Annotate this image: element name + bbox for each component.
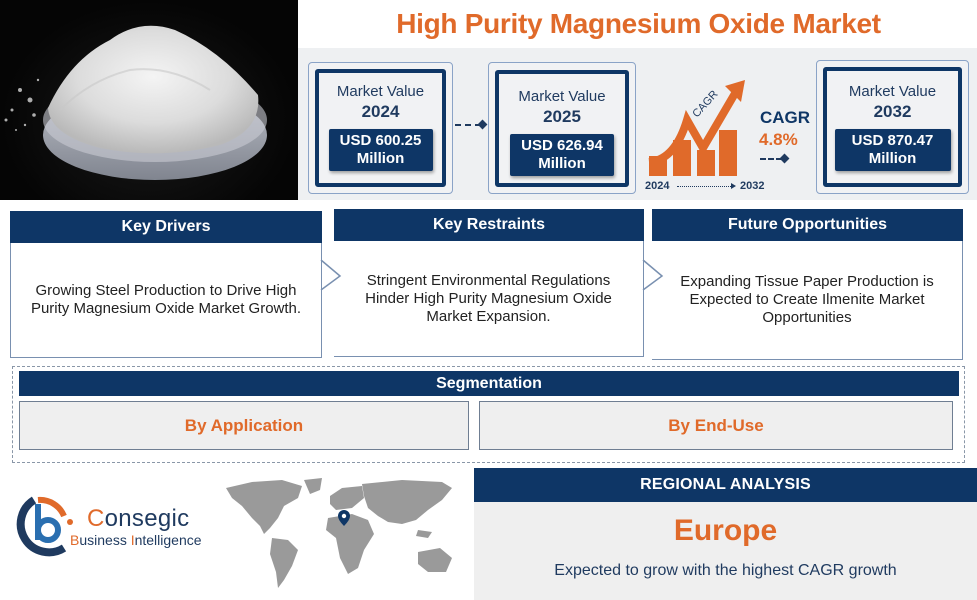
market-value-amount: USD 600.25 Million xyxy=(328,129,433,171)
connector-dashed-line xyxy=(455,124,481,126)
cagr-start-year: 2024 xyxy=(645,180,670,192)
market-value-label: Market Value xyxy=(518,88,606,105)
consegic-logo-icon xyxy=(8,490,78,560)
market-value-amount-line2: Million xyxy=(538,155,586,172)
market-value-card-2032: Market Value 2032 USD 870.47 Million xyxy=(816,60,969,194)
market-value-card-2024: Market Value 2024 USD 600.25 Million xyxy=(308,62,453,194)
segmentation-container xyxy=(12,366,965,463)
market-value-amount-line2: Million xyxy=(356,150,405,167)
market-value-amount-line2: Million xyxy=(868,150,917,167)
cagr-label: CAGR xyxy=(760,108,811,127)
market-value-amount: USD 870.47 Million xyxy=(834,129,951,171)
market-value-amount-line1: USD 626.94 xyxy=(521,137,603,154)
cagr-end-year: 2032 xyxy=(740,180,765,192)
cagr-growth-chart-icon: CAGR xyxy=(645,78,745,180)
key-restraints-heading: Key Restraints xyxy=(334,209,644,241)
future-opportunities-heading: Future Opportunities xyxy=(652,209,963,241)
regional-analysis-panel xyxy=(474,502,977,600)
segment-by-end-use[interactable]: By End-Use xyxy=(479,401,953,450)
chevron-right-icon xyxy=(320,259,342,291)
market-value-amount-line1: USD 870.47 xyxy=(851,132,934,149)
regional-description: Expected to grow with the highest CAGR g… xyxy=(554,562,897,579)
market-value-year: 2032 xyxy=(873,102,912,121)
regional-leading-region: Europe xyxy=(673,514,778,547)
world-map xyxy=(222,476,462,594)
key-restraints-box: Key Restraints Stringent Environmental R… xyxy=(334,209,644,357)
market-value-card-2025: Market Value 2025 USD 626.94 Million xyxy=(488,62,636,194)
regional-analysis-heading: REGIONAL ANALYSIS xyxy=(474,468,977,502)
future-opportunities-box: Future Opportunities Expanding Tissue Pa… xyxy=(652,209,963,360)
hero-image xyxy=(0,0,298,200)
cagr-value: 4.8% xyxy=(759,130,798,149)
cagr-connector-line xyxy=(760,158,782,160)
market-value-amount-line1: USD 600.25 xyxy=(339,132,422,149)
key-restraints-text: Stringent Environmental Regulations Hind… xyxy=(334,241,644,357)
brand-name: Consegic xyxy=(87,505,190,532)
market-value-year: 2024 xyxy=(361,102,400,121)
timeline-arrow-line xyxy=(677,186,733,187)
chevron-right-icon xyxy=(642,259,664,291)
market-value-label: Market Value xyxy=(336,83,425,100)
market-value-label: Market Value xyxy=(848,83,937,100)
segmentation-heading: Segmentation xyxy=(19,371,959,396)
market-value-amount: USD 626.94 Million xyxy=(510,134,614,176)
segment-by-application[interactable]: By Application xyxy=(19,401,469,450)
page-title: High Purity Magnesium Oxide Market xyxy=(396,8,881,39)
key-drivers-text: Growing Steel Production to Drive High P… xyxy=(10,243,322,358)
future-opportunities-text: Expanding Tissue Paper Production is Exp… xyxy=(652,241,963,360)
location-pin-icon xyxy=(338,510,350,526)
key-drivers-box: Key Drivers Growing Steel Production to … xyxy=(10,211,322,358)
market-value-year: 2025 xyxy=(543,107,581,126)
key-drivers-heading: Key Drivers xyxy=(10,211,322,243)
timeline-arrow-icon xyxy=(731,183,736,189)
svg-text:CAGR: CAGR xyxy=(690,88,720,120)
brand-tagline: Business Intelligence xyxy=(70,532,202,548)
